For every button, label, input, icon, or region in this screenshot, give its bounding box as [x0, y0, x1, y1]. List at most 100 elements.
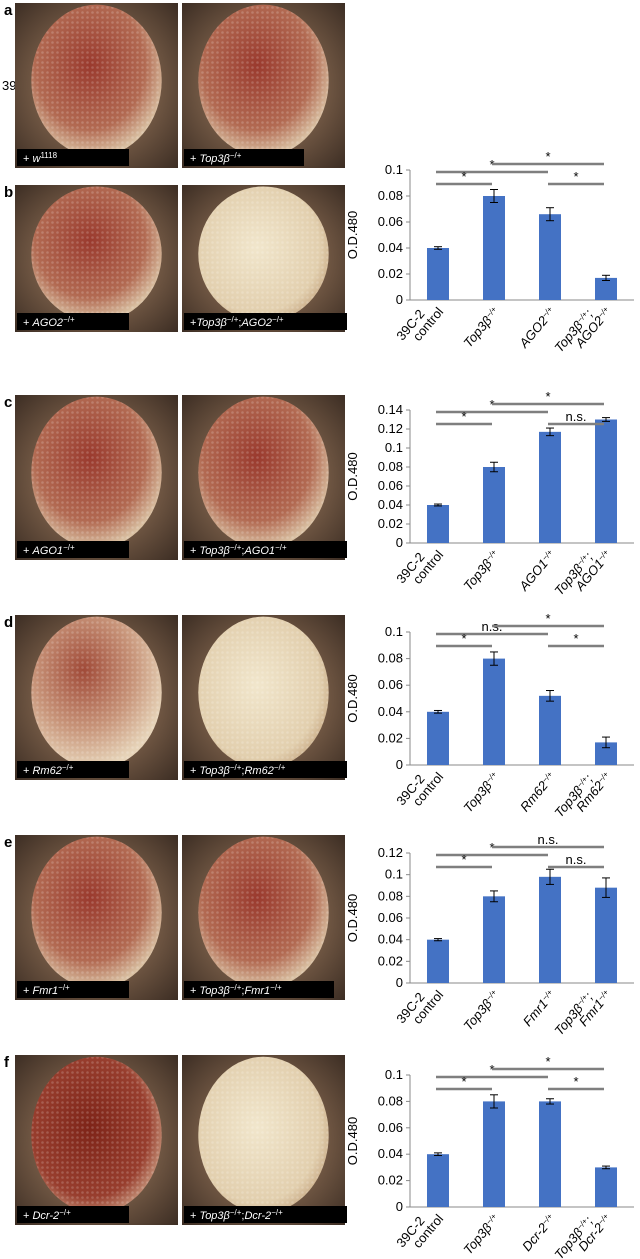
caption-part: + [190, 317, 196, 329]
x-tick-label: Top3β−/+ [460, 987, 502, 1033]
bar [483, 658, 505, 765]
caption-part: ; [238, 317, 241, 329]
caption-box [184, 981, 334, 998]
bar [427, 711, 449, 765]
caption-part: AGO1 [31, 545, 63, 557]
y-tick-label: 0.04 [378, 497, 403, 512]
caption-part: AGO2 [240, 317, 272, 329]
eye-facets [31, 186, 162, 322]
significance-label: * [545, 611, 550, 626]
caption-box [184, 541, 347, 558]
caption-part: −/+ [271, 1208, 283, 1217]
y-axis-label: O.D.480 [345, 674, 360, 722]
significance-label: * [545, 1054, 550, 1069]
y-tick-label: 0.02 [378, 516, 403, 531]
x-tick-label: Top3β−/+ [460, 769, 502, 815]
bar [539, 876, 561, 983]
panel-letter: b [4, 184, 13, 201]
significance-label: * [573, 1074, 578, 1089]
x-tick-label: Top3β−/+ [460, 1211, 502, 1257]
caption-part: Top3β [196, 317, 227, 329]
caption-part: −/+ [63, 543, 75, 552]
y-tick-label: 0.02 [378, 1173, 403, 1188]
eye-facets [31, 836, 162, 989]
significance-label: * [573, 169, 578, 184]
panel-letter: e [4, 834, 12, 851]
photo-caption: + Rm62−/+ [23, 763, 74, 778]
y-axis-label: O.D.480 [345, 452, 360, 500]
significance-label: * [545, 149, 550, 164]
caption-part: Rm62 [32, 765, 61, 777]
bar [483, 196, 505, 300]
eye-facets [31, 1056, 162, 1214]
x-tick-label: Top3β−/+ [460, 547, 502, 593]
caption-box [17, 313, 129, 330]
bar [595, 419, 617, 543]
caption-part: AGO2 [31, 317, 63, 329]
y-axis-label: O.D.480 [345, 1117, 360, 1165]
caption-part: + [23, 153, 32, 165]
bar [595, 887, 617, 983]
caption-box [184, 761, 347, 778]
x-tick-label: Fmr1−/+ [520, 987, 559, 1029]
caption-box [184, 313, 347, 330]
caption-part: −/+ [230, 763, 242, 772]
caption-part: −/+ [62, 763, 74, 772]
y-tick-label: 0.04 [378, 704, 403, 719]
caption-part: Dcr-2 [32, 1210, 59, 1222]
y-tick-label: 0.04 [378, 932, 403, 947]
caption-part: + [190, 545, 199, 557]
bar [595, 1167, 617, 1207]
eye-facets [31, 4, 162, 157]
y-tick-label: 0.12 [378, 421, 403, 436]
y-tick-label: 0.04 [378, 240, 403, 255]
x-tick-label: Top3β−/+; Rm62−/+ [551, 761, 614, 829]
caption-part: + [190, 765, 199, 777]
bar [427, 1154, 449, 1207]
x-tick-label: Top3β−/+; Fmr1−/+ [551, 979, 614, 1047]
caption-part: + [23, 317, 32, 329]
caption-part: Dcr-2 [244, 1210, 271, 1222]
bar [427, 939, 449, 983]
caption-part: + [23, 1210, 32, 1222]
bar [483, 467, 505, 543]
y-tick-label: 0 [396, 1199, 403, 1214]
panel-letter: c [4, 394, 12, 411]
x-tick-label: Rm62−/+ [517, 769, 558, 814]
significance-label: * [573, 631, 578, 646]
significance-label: * [461, 169, 466, 184]
photo-caption: + Top3β−/+;Fmr1−/+ [190, 983, 282, 998]
y-tick-label: 0.08 [378, 188, 403, 203]
significance-label: * [461, 1074, 466, 1089]
photo-caption: + Dcr-2−/+ [23, 1208, 71, 1223]
caption-part: −/+ [272, 315, 284, 324]
y-tick-label: 0.02 [378, 266, 403, 281]
eye-facets [198, 616, 329, 769]
caption-part: −/+ [275, 543, 287, 552]
caption-part: + [23, 545, 32, 557]
y-tick-label: 0.06 [378, 214, 403, 229]
caption-part: + [23, 765, 32, 777]
significance-label: * [461, 631, 466, 646]
bar [483, 896, 505, 983]
caption-part: Top3β [199, 985, 230, 997]
y-tick-label: 0 [396, 535, 403, 550]
eye-facets [198, 186, 329, 322]
caption-part: Rm62 [244, 765, 273, 777]
caption-part: + [190, 985, 199, 997]
x-tick-label: Top3β−/+; AGO2−/+ [551, 296, 614, 364]
caption-part: −/+ [230, 151, 242, 160]
caption-part: ; [241, 545, 244, 557]
photo-caption: + w1118 [23, 151, 58, 166]
significance-label: * [461, 852, 466, 867]
y-tick-label: 0.1 [385, 440, 403, 455]
x-tick-label: Top3β−/+; AGO1−/+ [551, 539, 614, 607]
caption-part: Top3β [199, 765, 230, 777]
x-tick-label: Top3β−/+; Dcr-2−/+ [551, 1203, 614, 1259]
bar [539, 431, 561, 543]
caption-part: 1118 [40, 151, 57, 160]
panel-letter: a [4, 2, 13, 19]
y-tick-label: 0.1 [385, 867, 403, 882]
significance-label: n.s. [566, 409, 587, 424]
